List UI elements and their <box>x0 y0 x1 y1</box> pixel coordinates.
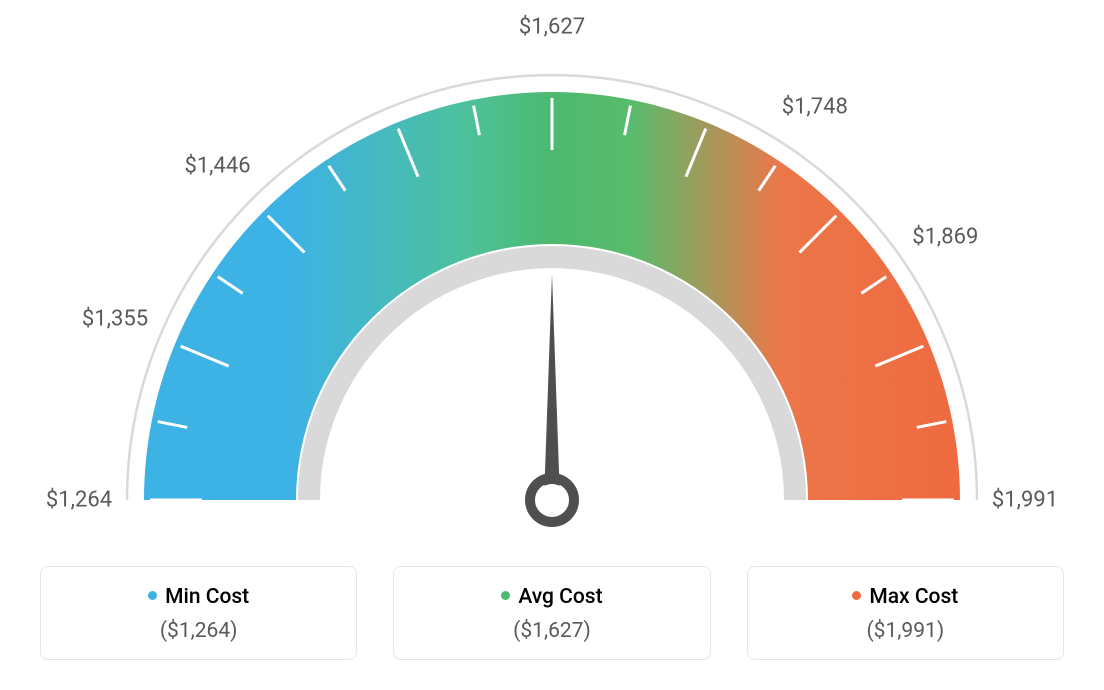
legend-card-max: Max Cost ($1,991) <box>747 566 1064 660</box>
legend-title-avg: Avg Cost <box>404 585 699 609</box>
legend-title-max: Max Cost <box>758 585 1053 609</box>
gauge-tick-label: $1,869 <box>912 225 978 250</box>
gauge-tick-label: $1,446 <box>184 153 250 178</box>
legend-title-min: Min Cost <box>51 585 346 609</box>
legend-row: Min Cost ($1,264) Avg Cost ($1,627) Max … <box>0 566 1104 660</box>
legend-bullet-avg <box>501 591 510 600</box>
gauge-svg <box>0 0 1104 560</box>
legend-card-min: Min Cost ($1,264) <box>40 566 357 660</box>
legend-value-min: ($1,264) <box>51 619 346 643</box>
legend-card-avg: Avg Cost ($1,627) <box>393 566 710 660</box>
gauge-tick-label: $1,264 <box>46 488 112 513</box>
gauge-chart: $1,264 $1,355 $1,446 $1,627 $1,748 $1,869 $1,9… <box>0 0 1104 560</box>
legend-bullet-max <box>852 591 861 600</box>
gauge-tick-label: $1,748 <box>782 94 848 119</box>
legend-bullet-min <box>148 591 157 600</box>
legend-title-max-text: Max Cost <box>869 585 958 609</box>
gauge-tick-label: $1,355 <box>82 306 148 331</box>
legend-title-avg-text: Avg Cost <box>518 585 602 609</box>
legend-title-min-text: Min Cost <box>165 585 249 609</box>
gauge-tick-label: $1,991 <box>992 488 1058 513</box>
legend-value-avg: ($1,627) <box>404 619 699 643</box>
legend-value-max: ($1,991) <box>758 619 1053 643</box>
gauge-tick-label: $1,627 <box>519 15 585 40</box>
